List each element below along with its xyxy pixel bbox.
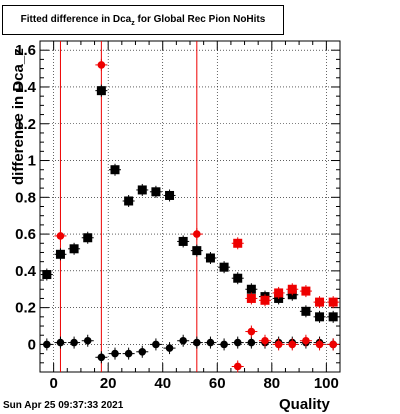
data-point-circle (247, 338, 256, 347)
data-point-square (55, 249, 65, 259)
data-point-circle (261, 336, 269, 345)
x-tick-label: 40 (154, 375, 171, 392)
y-tick-label: 0.4 (15, 263, 37, 280)
y-tick-label: 1.2 (15, 116, 36, 133)
data-point-circle (329, 340, 337, 349)
data-point-square (219, 262, 229, 272)
data-point-circle (83, 336, 92, 345)
data-point-circle (288, 340, 297, 349)
chart-title: Fitted difference in Dcaz for Global Rec… (20, 13, 266, 27)
data-point-circle (193, 338, 201, 347)
y-tick-label: 1 (28, 153, 36, 170)
data-point-square (301, 306, 311, 316)
x-tick-label: 80 (263, 375, 280, 392)
data-point-square (274, 288, 284, 298)
data-point-circle (70, 338, 78, 347)
data-point-square (165, 190, 175, 200)
data-point-circle (124, 349, 133, 358)
data-point-square (69, 244, 79, 254)
data-point-circle (138, 347, 147, 356)
y-tick-label: 1.4 (15, 79, 37, 96)
footer-date: Sun Apr 25 09:37:33 2021 (3, 400, 124, 411)
data-point-circle (111, 349, 119, 358)
data-point-square (124, 196, 134, 206)
data-point-circle (274, 340, 283, 349)
x-tick-label: 100 (314, 375, 339, 392)
data-point-circle (247, 327, 256, 336)
x-tick-label: 60 (209, 375, 226, 392)
x-axis-label: Quality (279, 396, 330, 413)
data-point-circle (315, 340, 324, 349)
data-point-circle (220, 340, 228, 349)
y-tick-label: 0.8 (15, 189, 36, 206)
data-point-circle (43, 340, 51, 349)
data-point-square (192, 246, 202, 256)
data-point-circle (233, 338, 242, 347)
data-point-circle (206, 338, 215, 347)
data-point-square (246, 284, 256, 294)
data-point-square (301, 286, 311, 296)
data-point-square (205, 253, 215, 263)
data-point-circle (56, 232, 65, 240)
data-point-square (328, 312, 338, 322)
data-point-circle (97, 353, 106, 362)
data-point-circle (165, 344, 174, 352)
data-point-square (246, 293, 256, 303)
x-tick-label: 20 (100, 375, 117, 392)
data-point-square (260, 295, 270, 305)
y-tick-label: 0.6 (15, 226, 36, 243)
data-point-square (233, 238, 243, 248)
data-point-circle (56, 338, 65, 347)
data-point-square (137, 185, 147, 195)
y-tick-label: 1.6 (15, 42, 36, 59)
data-point-circle (97, 61, 106, 69)
data-point-circle (152, 340, 160, 349)
y-tick-label: 0 (28, 336, 36, 353)
x-tick-label: 0 (49, 375, 57, 392)
data-point-square (328, 297, 338, 307)
data-point-square (315, 312, 325, 322)
data-point-circle (179, 336, 187, 345)
data-point-circle (193, 230, 201, 238)
data-point-square (96, 86, 106, 96)
data-point-square (151, 187, 161, 197)
data-point-square (315, 297, 325, 307)
data-point-square (287, 284, 297, 294)
data-point-square (233, 273, 243, 283)
data-point-square (178, 236, 188, 246)
data-point-square (42, 270, 52, 280)
data-point-circle (302, 336, 310, 345)
data-point-square (83, 233, 93, 243)
data-point-square (110, 165, 120, 175)
plot-frame (39, 40, 341, 373)
y-tick-label: 0.2 (15, 300, 36, 317)
chart-title-box: Fitted difference in Dcaz for Global Rec… (2, 5, 284, 35)
data-point-circle (233, 362, 242, 371)
